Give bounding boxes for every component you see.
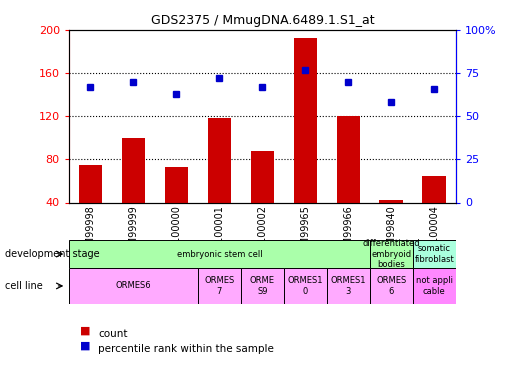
Text: development stage: development stage [5, 249, 100, 259]
FancyBboxPatch shape [241, 268, 284, 304]
Text: percentile rank within the sample: percentile rank within the sample [98, 344, 274, 354]
Bar [422, 176, 446, 202]
FancyBboxPatch shape [413, 240, 456, 268]
Text: embryonic stem cell: embryonic stem cell [176, 250, 262, 259]
FancyBboxPatch shape [69, 240, 370, 268]
FancyBboxPatch shape [327, 268, 370, 304]
Text: ORMES6: ORMES6 [116, 281, 151, 290]
Text: ORMES
6: ORMES 6 [376, 276, 407, 296]
Text: ORME
S9: ORME S9 [250, 276, 275, 296]
Bar [294, 38, 317, 203]
Bar [379, 200, 403, 202]
Bar [208, 118, 231, 202]
Text: ■: ■ [80, 341, 90, 351]
Title: GDS2375 / MmugDNA.6489.1.S1_at: GDS2375 / MmugDNA.6489.1.S1_at [151, 15, 374, 27]
Text: cell line: cell line [5, 281, 43, 291]
FancyBboxPatch shape [413, 268, 456, 304]
Text: ■: ■ [80, 326, 90, 336]
FancyBboxPatch shape [370, 240, 413, 268]
Text: ORMES
7: ORMES 7 [204, 276, 234, 296]
Bar [78, 165, 102, 202]
Text: ORMES1
0: ORMES1 0 [288, 276, 323, 296]
FancyBboxPatch shape [198, 268, 241, 304]
Text: count: count [98, 329, 128, 339]
Bar [121, 138, 145, 202]
Bar [251, 151, 274, 202]
Text: ORMES1
3: ORMES1 3 [331, 276, 366, 296]
FancyBboxPatch shape [370, 268, 413, 304]
Text: somatic
fibroblast: somatic fibroblast [414, 244, 454, 264]
FancyBboxPatch shape [69, 268, 198, 304]
Bar [337, 116, 360, 202]
Text: differentiated
embryoid
bodies: differentiated embryoid bodies [363, 239, 420, 269]
FancyBboxPatch shape [284, 268, 327, 304]
Bar [164, 167, 188, 202]
Text: not appli
cable: not appli cable [416, 276, 453, 296]
